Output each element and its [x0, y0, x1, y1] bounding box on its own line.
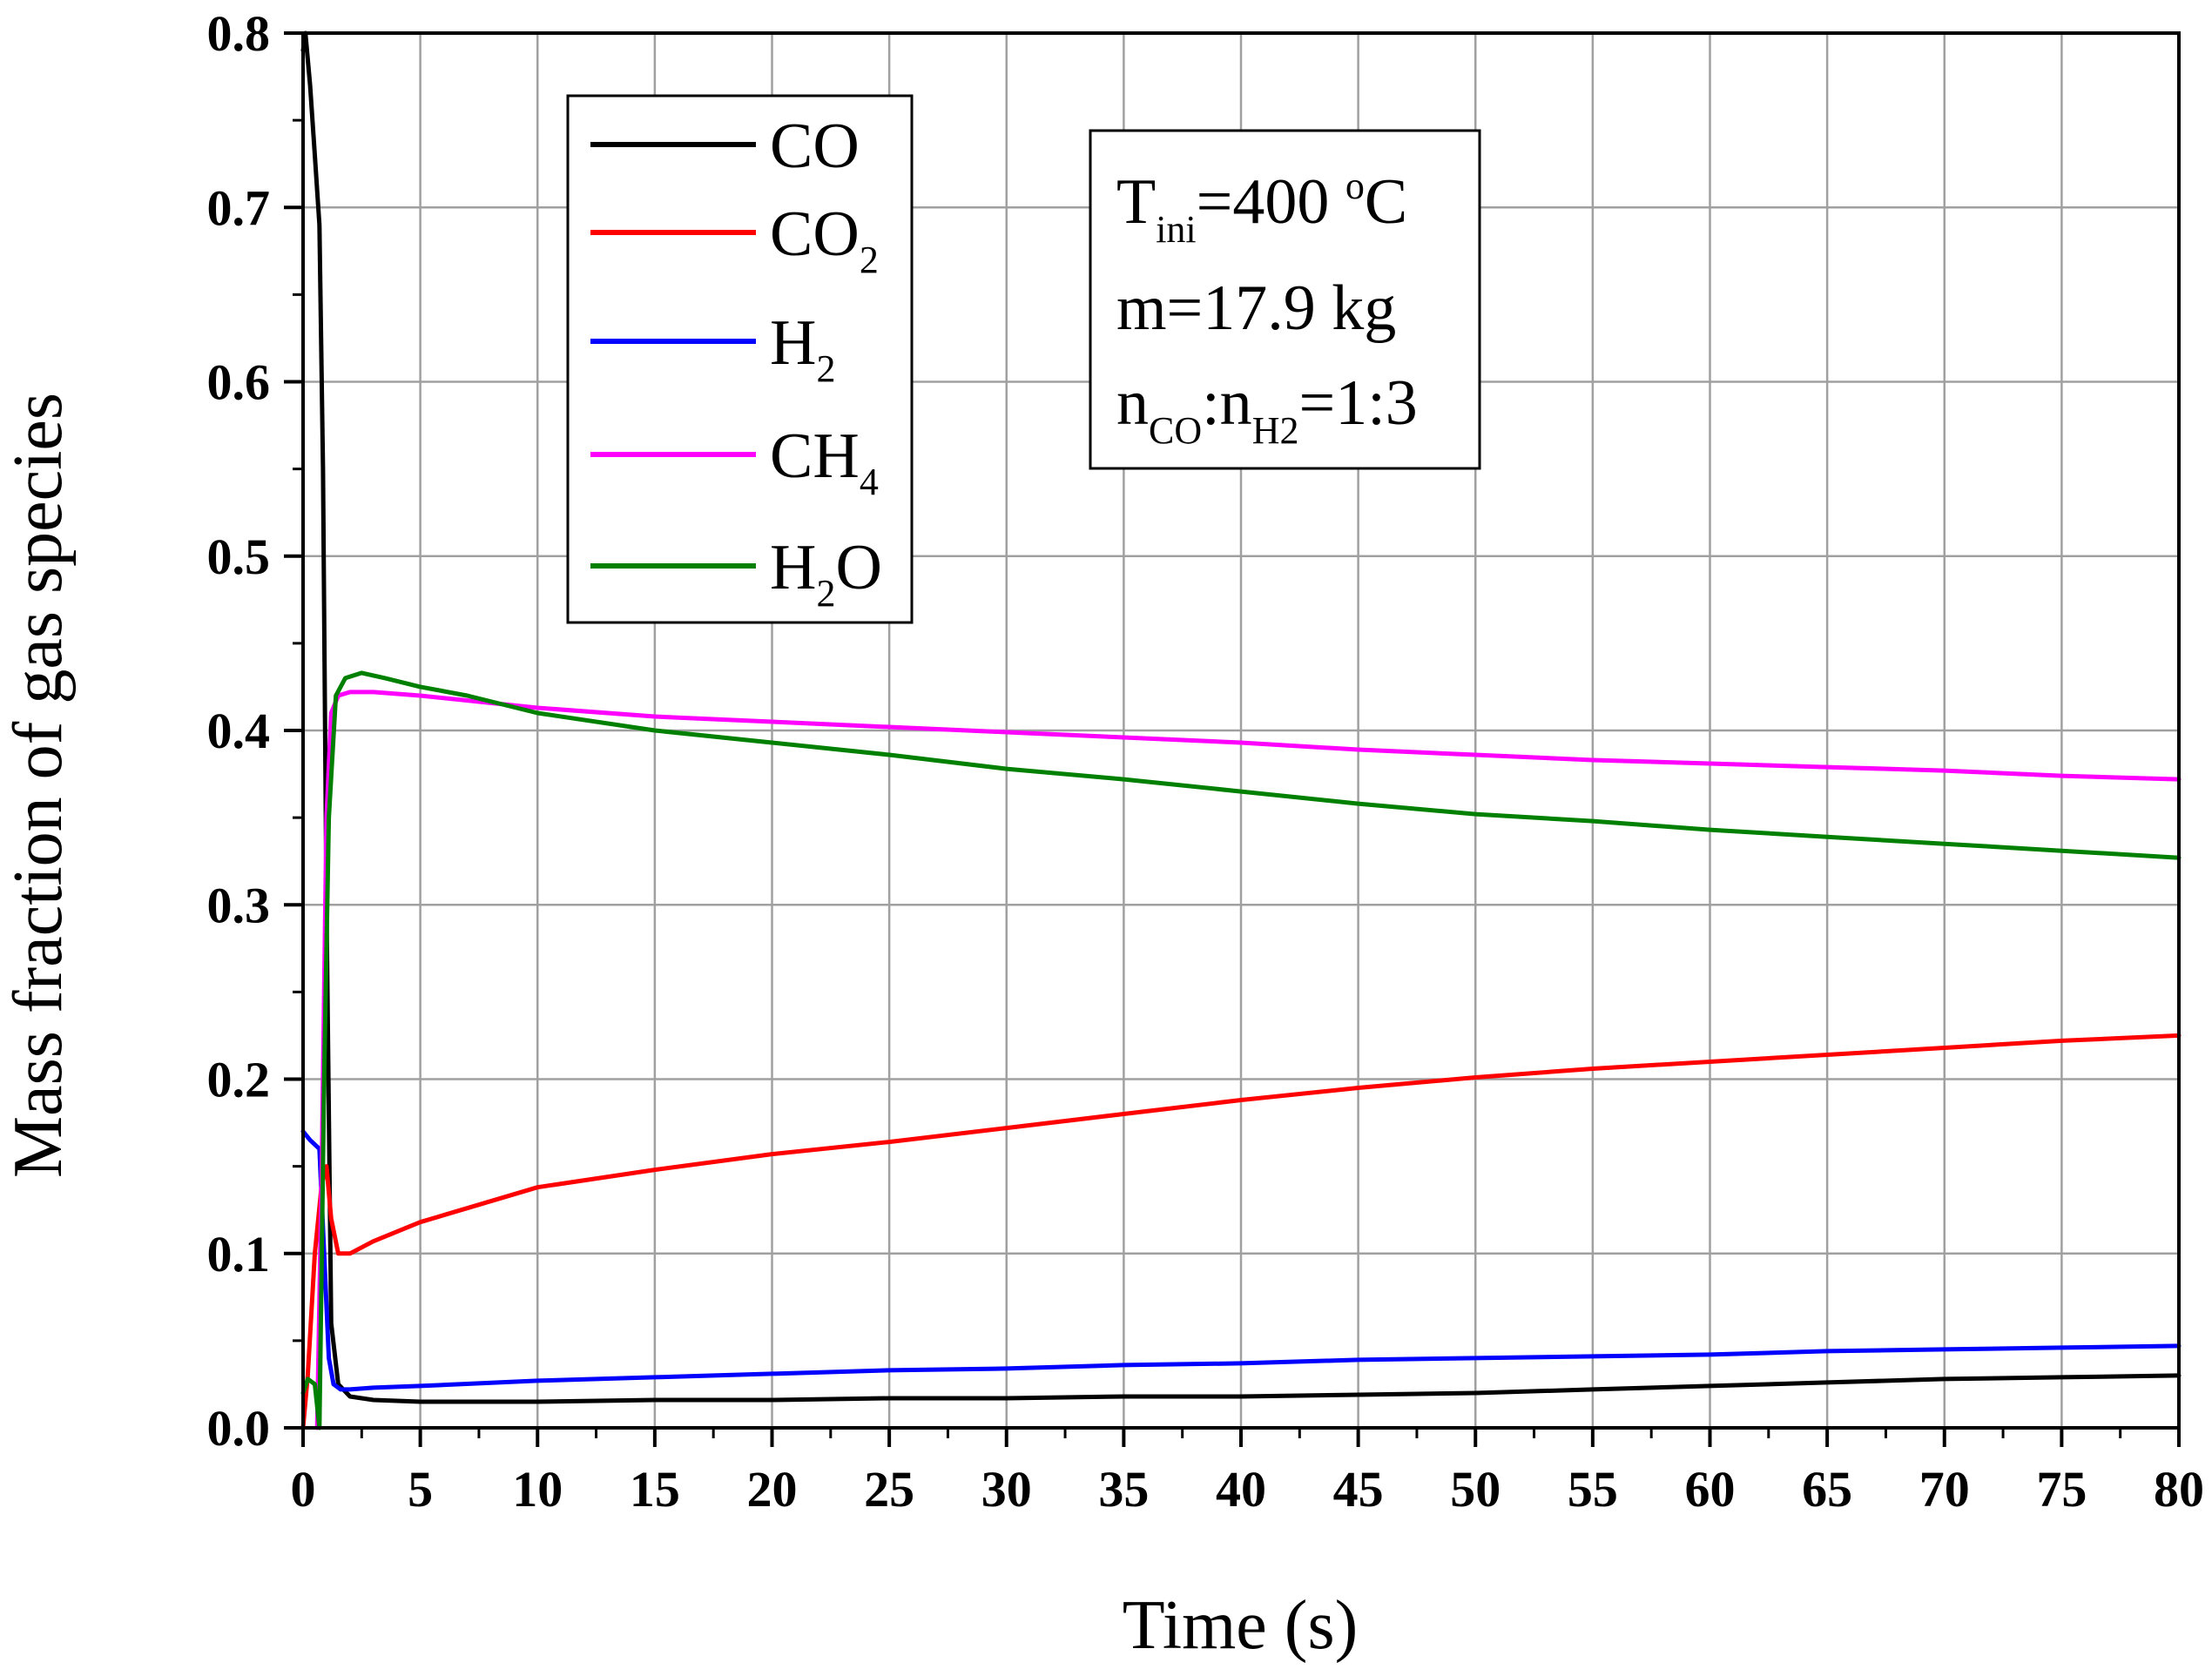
x-tick-label: 25: [864, 1461, 914, 1518]
x-axis-title: Time (s): [1123, 1587, 1358, 1664]
y-tick-label: 0.6: [207, 354, 271, 411]
y-tick-label: 0.3: [207, 877, 271, 933]
legend-label-co2: CO2: [770, 199, 879, 281]
x-tick-label: 40: [1216, 1461, 1266, 1518]
series-line-h2o: [300, 670, 2182, 1430]
series-layer: [300, 30, 2182, 1430]
axis-ticks: 0 5 10 15 20 25 30 35 40 45 50 55 60 65 70 75 80 0.0 0.1 0.…: [207, 5, 2205, 1518]
legend-label-ch4: CH4: [770, 421, 879, 503]
x-tick-label: 45: [1333, 1461, 1384, 1518]
x-tick-label: 70: [1919, 1461, 1970, 1518]
y-tick-label: 0.7: [207, 179, 271, 236]
x-tick-label: 60: [1685, 1461, 1736, 1518]
x-tick-label: 10: [512, 1461, 563, 1518]
y-tick-label: 0.1: [207, 1226, 271, 1282]
x-tick-label: 20: [747, 1461, 798, 1518]
x-tick-label: 5: [408, 1461, 433, 1518]
legend: CO CO2 H2 CH4 H2O: [566, 94, 914, 624]
y-tick-label: 0.5: [207, 528, 271, 585]
annotation-frame: [1089, 129, 1481, 470]
x-tick-label: 50: [1450, 1461, 1501, 1518]
x-tick-label: 55: [1568, 1461, 1618, 1518]
series-line-co2: [300, 1033, 2182, 1430]
y-axis-title: Mass fraction of gas species: [0, 393, 77, 1178]
y-tick-label: 0.0: [207, 1400, 271, 1457]
series-line-ch4: [314, 690, 2182, 1430]
y-tick-label: 0.8: [207, 5, 271, 62]
series-line-co: [300, 30, 2182, 1404]
conditions-annotation: Tini=400 oC m=17.9 kg nCO:nH2=1:3: [1089, 129, 1481, 470]
legend-label-co: CO: [770, 111, 860, 182]
legend-frame: [566, 94, 914, 624]
x-tick-label: 15: [630, 1461, 680, 1518]
series-line-h2: [300, 1129, 2182, 1392]
x-tick-label: 80: [2154, 1461, 2204, 1518]
legend-label-h2: H2: [770, 307, 835, 390]
x-tick-label: 30: [981, 1461, 1032, 1518]
x-tick-label: 0: [291, 1461, 316, 1518]
annotation-temperature: Tini=400 oC: [1116, 165, 1407, 251]
y-tick-label: 0.4: [207, 703, 271, 759]
annotation-mass: m=17.9 kg: [1116, 273, 1396, 344]
y-tick-label: 0.2: [207, 1052, 271, 1108]
x-tick-label: 75: [2036, 1461, 2087, 1518]
grid: [303, 33, 2179, 1428]
legend-label-h2o: H2O: [770, 532, 882, 615]
x-tick-label: 35: [1098, 1461, 1149, 1518]
x-tick-label: 65: [1802, 1461, 1852, 1518]
annotation-ratio: nCO:nH2=1:3: [1116, 367, 1418, 452]
